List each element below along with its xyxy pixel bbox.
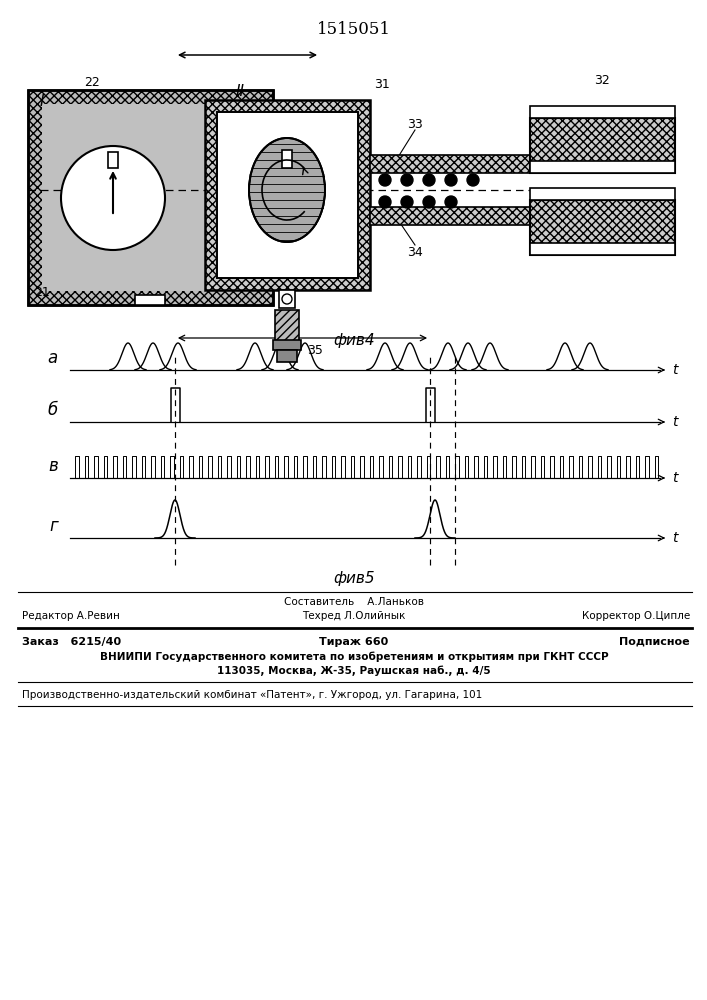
Circle shape <box>445 174 457 186</box>
Text: а: а <box>48 349 58 367</box>
Bar <box>28 90 273 305</box>
Circle shape <box>423 174 435 186</box>
Text: 31: 31 <box>374 79 390 92</box>
Text: Редактор А.Ревин: Редактор А.Ревин <box>22 611 120 621</box>
Bar <box>530 188 675 200</box>
Ellipse shape <box>249 138 325 242</box>
Bar <box>42 104 259 291</box>
Bar <box>205 100 370 290</box>
Circle shape <box>445 196 457 208</box>
Circle shape <box>401 196 413 208</box>
Text: II: II <box>235 85 245 100</box>
Text: Производственно-издательский комбинат «Патент», г. Ужгород, ул. Гагарина, 101: Производственно-издательский комбинат «П… <box>22 690 482 700</box>
Text: t: t <box>672 531 677 545</box>
Circle shape <box>379 196 391 208</box>
Text: б: б <box>48 401 58 419</box>
Bar <box>135 295 165 305</box>
Text: Техред Л.Олийнык: Техред Л.Олийнык <box>303 611 406 621</box>
Circle shape <box>282 294 292 304</box>
Text: 1515051: 1515051 <box>317 21 391 38</box>
Text: фив5: фив5 <box>333 570 375 585</box>
Bar <box>279 290 295 308</box>
Bar <box>530 200 675 255</box>
Text: 33: 33 <box>407 118 423 131</box>
Bar <box>42 104 259 291</box>
Bar <box>42 104 259 291</box>
Text: 34: 34 <box>407 245 423 258</box>
Bar <box>530 118 675 173</box>
Text: Составитель    А.Ланьков: Составитель А.Ланьков <box>284 597 424 607</box>
Text: Подписное: Подписное <box>619 637 690 647</box>
Text: фив4: фив4 <box>333 332 375 348</box>
Circle shape <box>423 196 435 208</box>
Bar <box>108 152 118 168</box>
Bar <box>275 310 299 342</box>
Circle shape <box>467 174 479 186</box>
Text: 32: 32 <box>594 74 610 87</box>
Bar <box>217 112 358 278</box>
Text: I: I <box>40 95 45 109</box>
Bar <box>530 161 675 173</box>
Text: t: t <box>672 415 677 429</box>
Text: г: г <box>49 517 58 535</box>
Bar <box>370 155 530 173</box>
Bar <box>530 106 675 118</box>
Text: Тираж 660: Тираж 660 <box>320 637 389 647</box>
Bar <box>273 340 301 350</box>
Text: 35: 35 <box>307 344 323 357</box>
Text: t: t <box>672 363 677 377</box>
Bar <box>282 150 292 168</box>
Text: Заказ   6215/40: Заказ 6215/40 <box>22 637 121 647</box>
Text: 113035, Москва, Ж-35, Раушская наб., д. 4/5: 113035, Москва, Ж-35, Раушская наб., д. … <box>217 666 491 676</box>
Text: в: в <box>48 457 58 475</box>
Bar <box>28 90 273 305</box>
Bar <box>135 295 165 305</box>
Text: Корректор О.Ципле: Корректор О.Ципле <box>582 611 690 621</box>
Bar <box>42 104 259 291</box>
Bar <box>370 207 530 225</box>
Bar <box>277 350 297 362</box>
Circle shape <box>379 174 391 186</box>
Text: 21: 21 <box>34 286 49 300</box>
Bar <box>530 243 675 255</box>
Text: ВНИИПИ Государственного комитета по изобретениям и открытиям при ГКНТ СССР: ВНИИПИ Государственного комитета по изоб… <box>100 652 608 662</box>
Text: t: t <box>672 471 677 485</box>
Circle shape <box>61 146 165 250</box>
Circle shape <box>401 174 413 186</box>
Text: 22: 22 <box>84 76 100 89</box>
